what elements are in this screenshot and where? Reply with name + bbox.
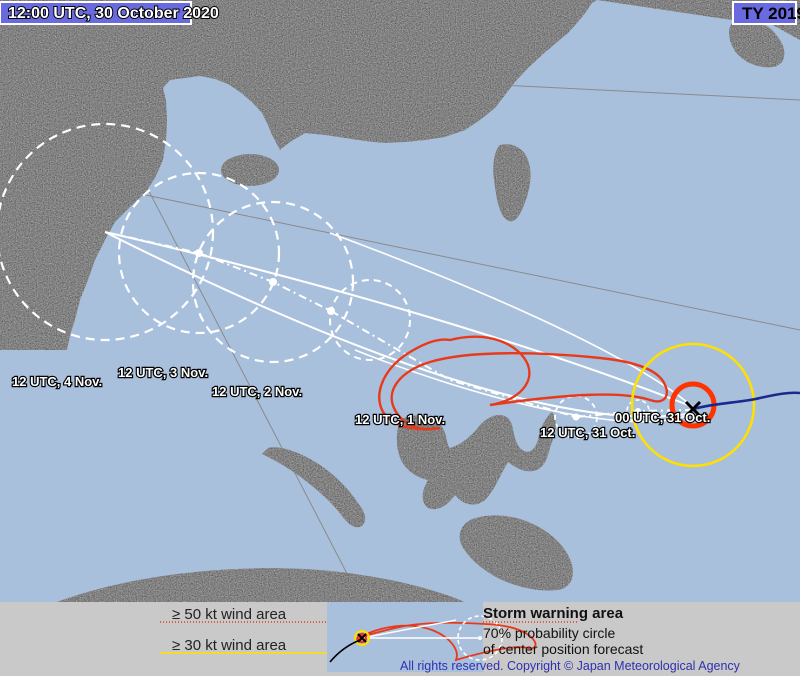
- svg-text:12 UTC, 1 Nov.: 12 UTC, 1 Nov.: [355, 412, 445, 427]
- svg-text:Storm warning area: Storm warning area: [483, 605, 624, 622]
- svg-text:12 UTC, 3 Nov.: 12 UTC, 3 Nov.: [118, 365, 208, 380]
- svg-text:12:00 UTC, 30 October 2020: 12:00 UTC, 30 October 2020: [8, 5, 219, 22]
- svg-text:12 UTC, 4 Nov.: 12 UTC, 4 Nov.: [12, 374, 102, 389]
- svg-text:≥ 50 kt wind area: ≥ 50 kt wind area: [172, 606, 287, 623]
- svg-text:70% probability circle: 70% probability circle: [483, 625, 615, 641]
- svg-text:12 UTC, 2 Nov.: 12 UTC, 2 Nov.: [212, 384, 302, 399]
- svg-text:of center position forecast: of center position forecast: [483, 641, 643, 657]
- svg-text:≥ 30 kt wind area: ≥ 30 kt wind area: [172, 637, 287, 654]
- svg-text:00 UTC, 31 Oct.: 00 UTC, 31 Oct.: [615, 410, 710, 425]
- svg-text:All rights reserved. Copyright: All rights reserved. Copyright © Japan M…: [400, 659, 741, 673]
- svg-text:12 UTC, 31 Oct.: 12 UTC, 31 Oct.: [540, 425, 635, 440]
- svg-text:TY 2019: TY 2019: [742, 4, 800, 23]
